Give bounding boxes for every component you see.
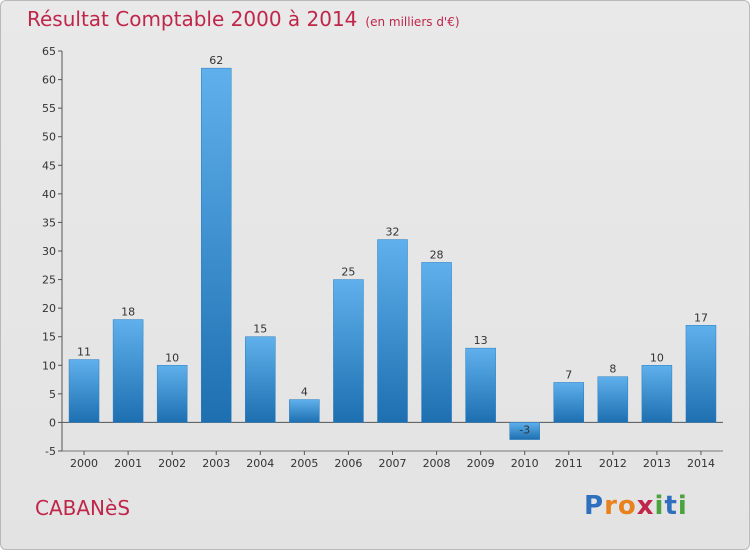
chart-title: Résultat Comptable 2000 à 2014 (en millie… <box>27 7 460 31</box>
y-tick-label: -5 <box>45 445 56 458</box>
data-label-2003: 62 <box>209 54 223 67</box>
data-label-2004: 15 <box>253 323 267 336</box>
y-tick-label: 5 <box>49 388 56 401</box>
y-tick-label: 65 <box>42 45 56 58</box>
data-label-2005: 4 <box>301 386 308 399</box>
y-tick-label: 10 <box>42 359 56 372</box>
y-tick-label: 35 <box>42 216 56 229</box>
bar-2002 <box>156 365 188 423</box>
data-label-2000: 11 <box>77 346 91 359</box>
data-label-2002: 10 <box>165 351 179 364</box>
y-tick-label: 20 <box>42 302 56 315</box>
data-label-2006: 25 <box>341 266 355 279</box>
data-label-2014: 17 <box>694 311 708 324</box>
bar-2003 <box>200 67 232 423</box>
commune-name: CABANèS <box>35 496 131 520</box>
bar-2000 <box>68 359 100 423</box>
data-label-2007: 32 <box>386 226 400 239</box>
bar-2007 <box>377 239 408 423</box>
bar-2013 <box>641 365 673 423</box>
logo-letter: i <box>654 491 665 521</box>
data-labels: 11 18 10 62 15 4 25 32 28 13 -3 7 8 10 17 <box>77 54 708 436</box>
bar-2010 <box>509 422 540 440</box>
data-label-2010: -3 <box>519 423 530 436</box>
bar-2014 <box>685 325 717 423</box>
data-label-2009: 13 <box>474 334 488 347</box>
axes: -5 0 5 10 15 20 25 30 35 40 45 50 55 60 65 2000 2001 2002… <box>42 45 723 470</box>
data-label-2001: 18 <box>121 306 135 319</box>
proxiti-logo: Proxiti <box>584 491 688 521</box>
y-tick-label: 15 <box>42 331 56 344</box>
y-tick-label: 45 <box>42 159 56 172</box>
bar-2011 <box>553 382 585 423</box>
logo-letter: x <box>636 491 655 521</box>
x-tick-label: 2000 <box>70 457 98 470</box>
chart-title-text: Résultat Comptable 2000 à 2014 <box>27 7 358 31</box>
y-tick-label: 50 <box>42 131 56 144</box>
y-tick-label: 30 <box>42 245 56 258</box>
x-tick-label: 2012 <box>599 457 627 470</box>
logo-letter: i <box>677 491 688 521</box>
x-tick-label: 2006 <box>334 457 362 470</box>
logo-letter: r <box>604 491 618 521</box>
data-label-2013: 10 <box>650 351 664 364</box>
x-tick-label: 2013 <box>643 457 671 470</box>
logo-letter: P <box>584 491 605 521</box>
bar-2009 <box>465 347 496 423</box>
bar-2005 <box>289 399 320 423</box>
x-tick-label: 2002 <box>158 457 186 470</box>
x-tick-label: 2014 <box>687 457 715 470</box>
y-tick-label: 0 <box>49 416 56 429</box>
bars <box>68 67 717 440</box>
bar-2006 <box>333 279 364 423</box>
x-tick-label: 2007 <box>379 457 407 470</box>
data-label-2011: 7 <box>565 368 572 381</box>
x-tick-label: 2004 <box>246 457 274 470</box>
y-tick-label: 60 <box>42 74 56 87</box>
logo-letter: o <box>617 491 637 521</box>
y-tick-label: 25 <box>42 274 56 287</box>
data-label-2008: 28 <box>430 248 444 261</box>
x-tick-label: 2003 <box>202 457 230 470</box>
logo-letter: t <box>664 491 678 521</box>
bar-2012 <box>597 376 629 423</box>
chart-subtitle: (en milliers d'€) <box>365 15 460 29</box>
x-tick-label: 2011 <box>555 457 583 470</box>
y-tick-label: 40 <box>42 188 56 201</box>
x-tick-label: 2008 <box>423 457 451 470</box>
x-tick-label: 2005 <box>290 457 318 470</box>
x-tick-label: 2009 <box>467 457 495 470</box>
bar-2004 <box>245 336 276 423</box>
x-tick-label: 2010 <box>511 457 539 470</box>
bar-2001 <box>112 319 144 423</box>
y-tick-label: 55 <box>42 102 56 115</box>
bar-2008 <box>421 262 452 423</box>
data-label-2012: 8 <box>609 363 616 376</box>
x-tick-label: 2001 <box>114 457 142 470</box>
